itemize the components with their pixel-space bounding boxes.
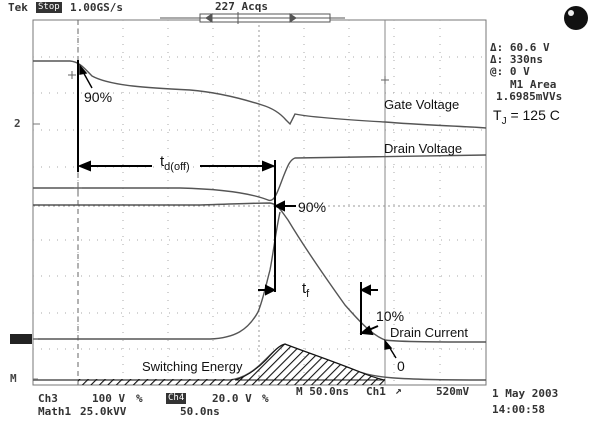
pct90-mid-arrowhead [273, 200, 285, 212]
percent-90-mid-label: 90% [298, 199, 327, 215]
ch4-coupling: % [262, 392, 269, 405]
tf-subscript: f [306, 288, 310, 300]
tj-value: = 125 C [506, 107, 560, 123]
ch3-scale: 100 V [92, 392, 126, 405]
cursor-absolute-voltage: @: 0 V [490, 65, 530, 78]
tf-symbol: t [302, 280, 307, 297]
tf-right-arrowhead [359, 284, 371, 296]
cursor-mark-1 [74, 184, 82, 192]
cursor-mark-2 [381, 76, 389, 84]
math-marker: M [10, 372, 17, 385]
math-scale: 25.0kVV [80, 405, 127, 418]
drain-voltage-trace [33, 154, 486, 202]
acquisition-count: 227 Acqs [215, 0, 268, 13]
tj-symbol: T [493, 107, 502, 123]
drain-current-trace [33, 202, 486, 343]
math-baseline-hatch [78, 379, 385, 385]
junction-temperature-label: TJ = 125 C [493, 108, 560, 127]
drain-current-label: Drain Current [390, 325, 469, 340]
td-off-subscript: d(off) [164, 161, 190, 173]
graticule-grid [33, 20, 486, 385]
channel-3-ground-marker [10, 334, 32, 344]
acquisition-state-badge: Stop [36, 2, 62, 13]
td-off-symbol: t [160, 153, 165, 170]
timebase: M 50.0ns [296, 385, 349, 398]
td-off-right-arrowhead [262, 160, 276, 172]
gate-voltage-trace [33, 60, 486, 129]
trigger-knob-highlight [568, 10, 574, 16]
ch4-label: Ch4 [166, 393, 187, 404]
tj-subscript: J [501, 115, 507, 127]
zero-label: 0 [397, 358, 405, 374]
ch3-coupling: % [136, 392, 143, 405]
tf-left-arrowhead [265, 284, 277, 296]
drain-voltage-label: Drain Voltage [384, 141, 463, 156]
date-display: 1 May 2003 [492, 387, 559, 400]
cursor-mark-3 [68, 71, 76, 79]
channel-2-marker: 2 [14, 117, 21, 130]
low-voltage-trace [33, 211, 281, 340]
pct10-arrowhead [359, 325, 374, 336]
ch3-label: Ch3 [38, 392, 58, 405]
sample-rate: 1.00GS/s [70, 1, 123, 14]
zero-arrowhead [384, 339, 393, 350]
scope-brand: Tek [8, 1, 28, 14]
trigger-source: Ch1 [366, 385, 386, 398]
pct90-top-arrowhead [79, 64, 88, 75]
percent-10-label: 10% [376, 308, 405, 324]
time-display: 14:00:58 [492, 403, 545, 416]
record-view-bar[interactable] [160, 12, 345, 24]
td-off-label: td(off) [160, 154, 190, 173]
trigger-slope-icon: ↗ [395, 384, 402, 397]
trigger-knob-icon [564, 6, 588, 30]
percent-90-top-label: 90% [84, 89, 113, 105]
cursor-delta-voltage: Δ: 60.6 V [490, 41, 550, 54]
switching-energy-label: Switching Energy [142, 359, 243, 374]
measurement-value: 1.6985mVVs [496, 90, 563, 103]
tf-label: tf [302, 281, 309, 300]
td-off-left-arrowhead [77, 160, 91, 172]
gate-voltage-label: Gate Voltage [384, 97, 460, 112]
trigger-level: 520mV [436, 385, 470, 398]
cursor-delta-time: Δ: 330ns [490, 53, 543, 66]
ch4-scale: 20.0 V [212, 392, 252, 405]
measurement-name: M1 Area [510, 78, 557, 91]
math-time: 50.0ns [180, 405, 220, 418]
math-label: Math1 [38, 405, 72, 418]
switching-energy-area [234, 343, 386, 381]
